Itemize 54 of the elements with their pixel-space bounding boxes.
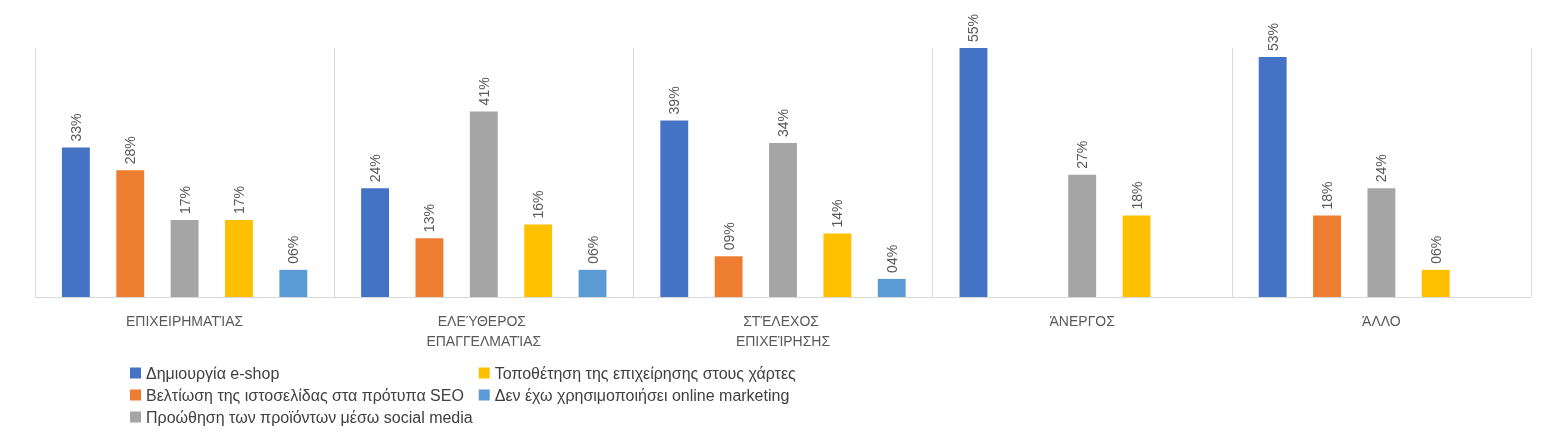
data-label: 24% (1373, 154, 1390, 183)
data-label: 18% (1128, 181, 1145, 210)
data-label: 34% (775, 109, 791, 138)
data-label: 16% (530, 190, 547, 219)
bar (1367, 188, 1396, 297)
legend-label: Δημιουργία e-shop (146, 364, 280, 382)
data-label: 17% (176, 186, 193, 215)
bar (660, 120, 689, 297)
bar (61, 147, 90, 297)
data-label: 13% (421, 204, 438, 233)
data-label: 33% (67, 113, 84, 142)
bar (279, 269, 308, 297)
x-tick-label: ΣΤΈΛΕΧΟΣ ΕΠΙΧΕΊΡΗΣΗΣ (735, 313, 831, 349)
bar (578, 269, 607, 297)
x-tick-label: ΆΝΕΡΓΟΣ (1049, 313, 1116, 329)
bar (714, 256, 743, 297)
data-label: 27% (1074, 140, 1091, 169)
bar (769, 143, 797, 297)
bar (170, 220, 199, 297)
legend-label: Τοποθέτηση της επιχείρησης στους χάρτες (494, 364, 797, 382)
data-label: 53% (1264, 23, 1281, 52)
data-label: 14% (829, 199, 846, 228)
data-label: 28% (122, 136, 139, 165)
data-label: 06% (584, 235, 601, 264)
bar (877, 278, 906, 297)
data-label: 24% (367, 154, 384, 183)
bar (524, 224, 553, 297)
bar (415, 238, 444, 297)
data-label: 39% (666, 86, 683, 115)
legend-label: Δεν έχω χρησιμοποιήσει online marketing (494, 386, 790, 404)
bar (469, 111, 498, 297)
bar (1421, 269, 1450, 297)
data-label: 41% (475, 77, 492, 106)
data-label: 09% (720, 222, 737, 251)
data-label: 18% (1319, 181, 1336, 210)
data-label: 04% (883, 244, 900, 273)
data-label: 17% (230, 186, 247, 215)
legend-label: Βελτίωση της ιστοσελίδας στα πρότυπα SEO (146, 386, 464, 404)
bar (361, 188, 390, 297)
legend-label: Προώθηση των προϊόντων μέσω social media (146, 408, 473, 426)
bar (225, 220, 253, 297)
x-tick-label: ΕΠΙΧΕΙΡΗΜΑΤΊΑΣ (125, 313, 244, 329)
bar (116, 170, 145, 297)
bar (959, 48, 988, 297)
bar (1313, 215, 1341, 297)
data-label: 06% (1427, 235, 1444, 264)
x-tick-label: ΕΛΕΎΘΕΡΟΣ ΕΠΑΓΓΕΛΜΑΤΊΑΣ (426, 313, 542, 349)
bar (1068, 174, 1097, 297)
bar (823, 233, 852, 297)
bar (1122, 215, 1151, 297)
data-label: 55% (965, 13, 982, 42)
bar (1258, 57, 1287, 297)
x-tick-label: ΆΛΛΟ (1362, 313, 1401, 329)
data-label: 06% (285, 235, 302, 264)
